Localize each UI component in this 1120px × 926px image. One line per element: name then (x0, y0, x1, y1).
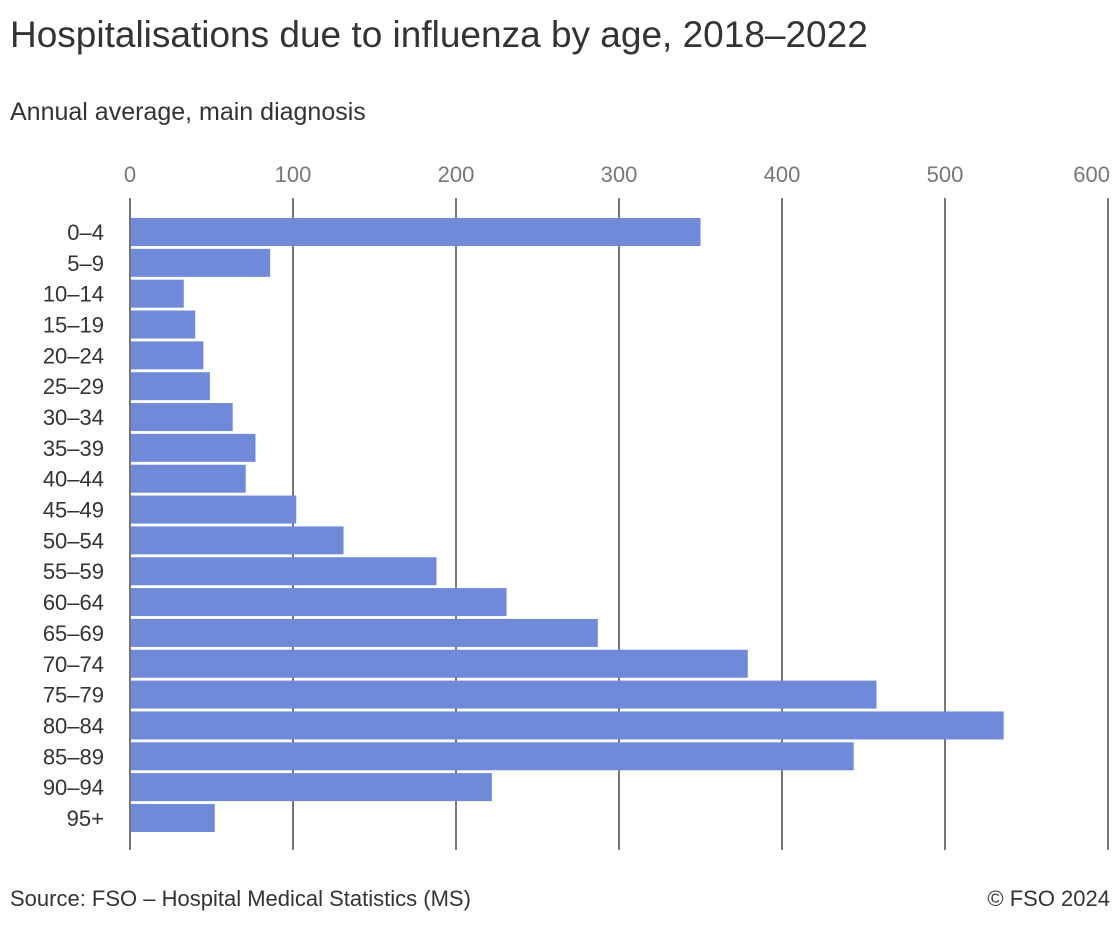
y-category-label: 75–79 (43, 683, 104, 708)
y-category-label: 60–64 (43, 590, 104, 615)
y-category-label: 80–84 (43, 713, 104, 738)
y-category-label: 55–59 (43, 559, 104, 584)
y-category-label: 20–24 (43, 343, 104, 368)
bar (131, 803, 215, 832)
bar (131, 372, 210, 401)
x-tick-label: 300 (601, 162, 638, 187)
y-category-label: 40–44 (43, 467, 104, 492)
y-category-label: 10–14 (43, 282, 104, 307)
y-category-label: 30–34 (43, 405, 104, 430)
bar (131, 495, 297, 524)
bar (131, 403, 233, 432)
y-category-label: 95+ (67, 806, 104, 831)
y-category-label: 70–74 (43, 652, 104, 677)
y-category-label: 15–19 (43, 313, 104, 338)
x-tick-label: 600 (1073, 162, 1110, 187)
bar (131, 310, 196, 339)
y-category-label: 50–54 (43, 528, 104, 553)
y-category-label: 5–9 (67, 251, 104, 276)
bar (131, 218, 701, 246)
y-category-label: 0–4 (67, 220, 104, 245)
x-tick-label: 100 (275, 162, 312, 187)
bar (131, 433, 256, 462)
bar (131, 341, 204, 370)
bar (131, 279, 184, 308)
bar (131, 711, 1004, 740)
y-category-label: 35–39 (43, 436, 104, 461)
bar (131, 464, 246, 493)
bar (131, 248, 271, 277)
y-category-label: 90–94 (43, 775, 104, 800)
bar (131, 618, 598, 647)
chart-subtitle: Annual average, main diagnosis (10, 98, 366, 126)
bar (131, 526, 344, 555)
x-tick-label: 400 (764, 162, 801, 187)
y-category-label: 25–29 (43, 374, 104, 399)
x-tick-label: 0 (124, 162, 136, 187)
bar (131, 742, 854, 771)
bar (131, 557, 437, 586)
chart-title: Hospitalisations due to influenza by age… (10, 14, 868, 55)
y-category-label: 45–49 (43, 498, 104, 523)
bar (131, 773, 492, 802)
y-category-label: 65–69 (43, 621, 104, 646)
bar (131, 588, 507, 617)
bar (131, 680, 877, 709)
bar (131, 649, 748, 678)
x-tick-label: 500 (927, 162, 964, 187)
copyright-note: © FSO 2024 (987, 886, 1110, 911)
x-tick-label: 200 (438, 162, 475, 187)
source-note: Source: FSO – Hospital Medical Statistic… (10, 886, 471, 911)
y-category-label: 85–89 (43, 744, 104, 769)
